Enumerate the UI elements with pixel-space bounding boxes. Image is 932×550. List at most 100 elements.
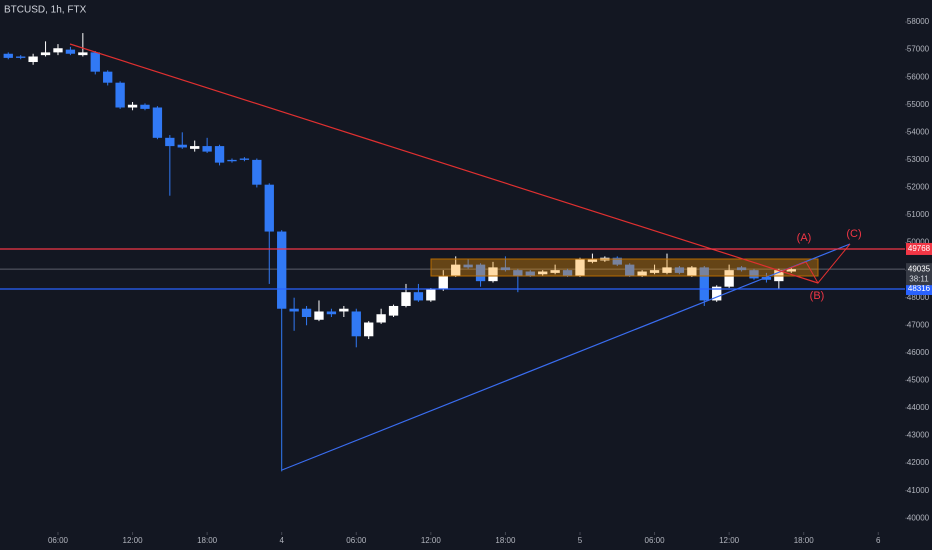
candle-body (500, 267, 511, 271)
candle-body (712, 286, 722, 301)
candle-body (90, 52, 100, 72)
candle-body (550, 270, 560, 273)
chart-title: BTCUSD, 1h, FTX (4, 5, 87, 16)
last-price-label: 49035 (908, 264, 931, 273)
candle-body (53, 48, 63, 53)
candle-body (16, 56, 26, 58)
candle-body (724, 270, 734, 287)
candle-body (277, 231, 287, 309)
candle-body (227, 159, 237, 162)
candle-body (699, 267, 709, 301)
x-tick-label: 12:00 (421, 536, 442, 545)
y-tick-label: 45000 (907, 376, 930, 385)
candles (3, 33, 796, 472)
candle-body (562, 270, 573, 276)
annotation: (A) (797, 232, 812, 244)
candle-body (103, 71, 113, 83)
candle-body (127, 104, 138, 108)
candle-body (674, 267, 685, 273)
candle-body (388, 305, 399, 316)
candle-body (413, 292, 424, 301)
y-tick-label: 47000 (907, 320, 930, 329)
candle-body (28, 56, 38, 63)
y-tick-label: 43000 (907, 431, 930, 440)
countdown-label: 38:11 (909, 274, 929, 283)
y-tick-label: 57000 (907, 45, 930, 54)
level-label-box (906, 282, 932, 295)
candle-body (177, 144, 187, 148)
candle-body (326, 311, 337, 315)
candle-body (314, 311, 324, 320)
x-tick-label: 18:00 (495, 536, 516, 545)
candle-body (376, 314, 386, 323)
x-tick-label: 18:00 (794, 536, 815, 545)
y-tick-label: 48000 (907, 293, 930, 302)
level-label-box (906, 242, 932, 255)
level-label: 49768 (908, 244, 931, 253)
candle-body (736, 267, 747, 271)
annotation: (B) (810, 290, 825, 302)
annotation: (C) (846, 228, 861, 240)
x-tick-label: 06:00 (645, 536, 666, 545)
y-tick-label: 44000 (907, 403, 930, 412)
candle-body (65, 49, 76, 54)
candle-body (525, 271, 535, 276)
candle-body (3, 53, 13, 58)
candle-body (239, 158, 250, 160)
last-price-box (906, 263, 932, 286)
y-tick-label: 58000 (907, 17, 930, 26)
candle-body (115, 82, 125, 108)
x-tick-label: 06:00 (48, 536, 69, 545)
candle-body (538, 271, 548, 275)
level-label: 48316 (908, 284, 931, 293)
y-tick-label: 53000 (907, 155, 930, 164)
x-tick-label: 12:00 (719, 536, 740, 545)
candle-body (289, 308, 299, 312)
candle-body (475, 264, 486, 282)
candle-body (438, 275, 448, 290)
candle-body (761, 277, 772, 280)
candle-body (202, 146, 212, 152)
candle-body (264, 184, 274, 232)
y-tick-label: 42000 (907, 458, 930, 467)
candle-body (625, 264, 635, 276)
candle-body (78, 52, 88, 56)
abc-pattern (779, 243, 851, 284)
candle-body (637, 271, 647, 276)
candle-body (364, 322, 374, 337)
candle-body (140, 104, 150, 109)
x-tick-label: 6 (876, 536, 881, 545)
y-tick-label: 51000 (907, 210, 930, 219)
candle-body (513, 270, 523, 276)
candle-body (749, 270, 759, 279)
y-tick-label: 50000 (907, 238, 930, 247)
red-trendline (69, 43, 819, 284)
y-tick-label: 54000 (907, 127, 930, 136)
y-tick-label: 52000 (907, 183, 930, 192)
candle-body (301, 308, 312, 317)
range-box (430, 258, 819, 277)
blue-trendline (281, 243, 851, 471)
candle-body (662, 267, 672, 273)
candle-body (426, 289, 436, 301)
y-tick-label: 40000 (907, 513, 930, 522)
candle-body (587, 259, 598, 262)
candle-body (214, 146, 225, 163)
candle-body (488, 267, 498, 282)
x-tick-label: 18:00 (197, 536, 218, 545)
candle-body (165, 137, 175, 147)
candle-body (152, 107, 163, 138)
y-tick-label: 56000 (907, 72, 930, 81)
candle-body (401, 292, 411, 306)
candle-body (786, 269, 796, 272)
x-tick-label: 5 (578, 536, 583, 545)
candle-body (649, 270, 660, 273)
y-tick-label: 46000 (907, 348, 930, 357)
candle-body (463, 264, 473, 268)
candle-body (252, 159, 262, 185)
candle-body (451, 264, 461, 276)
candle-body (40, 52, 51, 56)
x-tick-label: 06:00 (346, 536, 367, 545)
x-tick-label: 12:00 (123, 536, 144, 545)
